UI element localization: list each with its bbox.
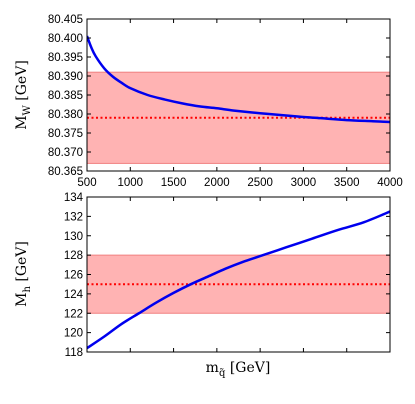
top-y-tick-label: 80.405: [48, 14, 83, 26]
bottom-y-axis-label: Mh [GeV]: [14, 241, 33, 307]
top-x-tick-label: 2000: [204, 177, 230, 189]
top-x-tick-label: 3000: [291, 177, 317, 189]
bot-y-tick-label: 132: [64, 211, 83, 223]
bot-y-tick-label: 120: [64, 328, 83, 340]
top-panel: 500 1000 1500 2000 2500 3000 3500 4000 80.36580…: [14, 14, 403, 189]
bot-y-tick-label: 130: [64, 231, 83, 243]
top-y-axis-label: MW [GeV]: [14, 60, 33, 130]
top-x-ticks: 500 1000 1500 2000 2500 3000 3500 4000: [77, 19, 403, 189]
top-y-tick-label: 80.375: [48, 128, 83, 140]
bot-y-tick-label: 134: [64, 192, 84, 204]
bot-y-tick-label: 118: [65, 347, 83, 359]
bottom-panel: 118 120 122 124 126 128 130 132 134 Mh [GeV] mq̃…: [14, 192, 391, 379]
top-y-tick-label: 80.400: [48, 33, 83, 45]
bot-y-tick-label: 128: [64, 250, 83, 262]
top-x-tick-label: 500: [77, 177, 96, 189]
top-y-tick-label: 80.380: [48, 109, 83, 121]
top-x-tick-label: 2500: [247, 177, 273, 189]
top-x-tick-label: 3500: [334, 177, 360, 189]
top-y-tick-label: 80.390: [48, 71, 83, 83]
bottom-plot-frame: [86, 196, 391, 353]
bottom-x-axis-label: mq̃ [GeV]: [206, 360, 271, 379]
top-series-line: [87, 35, 390, 124]
top-y-tick-label: 80.365: [48, 166, 83, 178]
top-y-tick-label: 80.370: [48, 147, 83, 159]
bot-y-tick-label: 122: [64, 308, 83, 320]
top-x-tick-label: 1000: [117, 177, 143, 189]
top-y-tick-label: 80.395: [48, 52, 83, 64]
bottom-y-ticks: 118 120 122 124 126 128 130 132 134: [64, 192, 390, 359]
bot-y-tick-label: 124: [64, 289, 84, 301]
top-y-ticks: 80.365 80.370 80.375 80.380 80.385 80.390 80.3…: [48, 14, 390, 178]
top-x-tick-label: 4000: [377, 177, 403, 189]
top-plot-frame: [86, 18, 391, 172]
top-x-tick-label: 1500: [161, 177, 187, 189]
bot-y-tick-label: 126: [64, 270, 83, 282]
bottom-series-line: [87, 210, 390, 350]
top-y-tick-label: 80.385: [48, 90, 83, 102]
